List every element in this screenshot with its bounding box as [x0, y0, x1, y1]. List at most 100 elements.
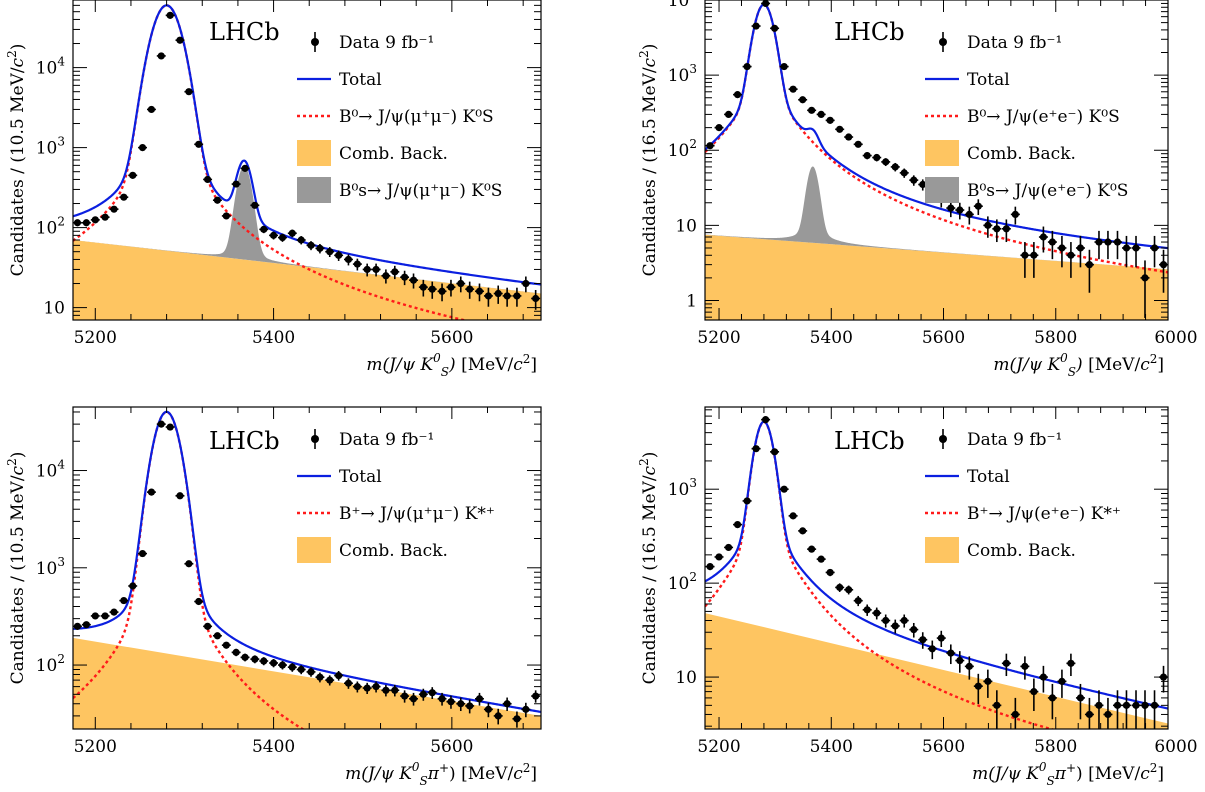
legend-label: Total: [339, 467, 382, 487]
x-tick-label: 5200: [74, 737, 117, 757]
y-axis-title: Candidates / (10.5 MeV/c2): [5, 44, 28, 277]
data-point: [259, 225, 269, 234]
data-point: [269, 231, 279, 240]
data-point: [400, 690, 410, 703]
data-point: [483, 702, 493, 718]
legend-label: B⁰s→ J/ψ(μ⁺μ⁻) K⁰S: [339, 181, 502, 201]
data-point: [521, 276, 531, 293]
legend-label: Comb. Back.: [967, 541, 1076, 561]
comb-background-band: [73, 637, 541, 729]
data-point: [881, 614, 891, 628]
data-point: [296, 236, 306, 245]
data-point: [456, 276, 466, 293]
data-point: [1094, 230, 1104, 260]
data-point: [1010, 206, 1020, 225]
data-point: [1020, 242, 1030, 278]
legend-label: Comb. Back.: [967, 144, 1076, 164]
legend-label: B⁰s→ J/ψ(e⁺e⁻) K⁰S: [967, 181, 1128, 201]
total-curve: [705, 3, 1168, 250]
legend-label: Total: [339, 70, 382, 90]
data-point: [352, 258, 362, 271]
data-point: [1131, 690, 1141, 729]
signal-curve: [705, 3, 1168, 274]
y-tick-label: 1: [686, 291, 697, 311]
data-point: [992, 690, 1002, 729]
data-point: [1150, 235, 1160, 268]
x-axis-title: m(J/ψ K0Sπ+) [MeV/c2]: [345, 760, 537, 788]
data-point: [475, 692, 484, 706]
data-point: [512, 287, 522, 307]
y-tick-label: 10: [43, 299, 65, 319]
y-tick-label: 103: [668, 476, 697, 500]
legend-label: Data 9 fb⁻¹: [967, 430, 1062, 450]
data-point: [493, 708, 503, 725]
data-point: [1159, 665, 1168, 693]
legend-entry-total: Total: [297, 70, 382, 90]
data-point: [955, 651, 965, 673]
data-point: [733, 91, 743, 99]
legend-label: Data 9 fb⁻¹: [339, 33, 434, 53]
signal-curve: [73, 410, 305, 729]
data-point: [788, 512, 798, 520]
data-point: [1094, 690, 1104, 729]
data-point: [343, 254, 353, 266]
data-point: [306, 667, 316, 677]
data-point: [325, 675, 335, 686]
legend-entry-total: Total: [925, 467, 1010, 487]
legend-entry-data: Data 9 fb⁻¹: [311, 429, 434, 450]
y-tick-label: 104: [36, 458, 66, 482]
legend: Data 9 fb⁻¹ Total B⁰→ J/ψ(μ⁺μ⁻) K⁰S Comb. B…: [297, 32, 502, 203]
data-point: [352, 681, 362, 693]
data-point: [315, 672, 325, 683]
data-point: [844, 133, 854, 141]
data-point: [427, 281, 437, 299]
data-point: [81, 621, 91, 629]
data-point: [250, 655, 260, 664]
x-tick-label: 5200: [74, 328, 117, 348]
data-point: [109, 608, 119, 616]
data-point: [807, 545, 817, 553]
data-point: [138, 549, 147, 558]
data-point: [175, 36, 185, 44]
data-point: [983, 216, 993, 238]
legend-entry-signal: B⁰→ J/ψ(e⁺e⁻) K⁰S: [925, 107, 1120, 127]
data-point: [90, 612, 100, 620]
legend-entry-data: Data 9 fb⁻¹: [939, 429, 1062, 450]
chart-panel-4: 5200 5400 5600 5800 6000 10 102 103 Candidates /…: [637, 406, 1198, 788]
y-axis-title: Candidates / (16.5 MeV/c2): [637, 452, 660, 685]
data-point: [816, 555, 826, 563]
data-point: [1103, 230, 1113, 260]
data-point: [742, 62, 752, 71]
x-tick-label: 5600: [922, 328, 965, 348]
data-point: [119, 193, 129, 201]
data-point: [409, 692, 418, 706]
data-point: [742, 497, 752, 505]
legend-entry-comb: Comb. Back.: [297, 537, 448, 563]
data-point: [343, 678, 353, 689]
data-point: [156, 420, 166, 428]
data-point: [231, 180, 241, 188]
data-point: [259, 657, 269, 666]
plot-area: [705, 0, 1168, 320]
data-point: [512, 711, 522, 728]
y-tick-label: 102: [36, 215, 65, 239]
data-point: [899, 614, 909, 628]
legend-label: Comb. Back.: [339, 144, 448, 164]
data-point: [899, 168, 909, 178]
data-point: [175, 492, 185, 500]
plot-area: [73, 410, 541, 729]
data-point: [100, 213, 110, 221]
chart-panel-3: 5200 5400 5600 102 103 104 Candidates / (10.5 …: [5, 406, 542, 788]
data-point: [955, 202, 965, 220]
y-tick-label: 104: [36, 55, 66, 79]
data-point: [1047, 230, 1057, 260]
chart-panel-1: 5200 5400 5600 10 102 103 104 Candidates / (10.…: [5, 0, 542, 379]
data-point: [936, 630, 946, 647]
data-point: [109, 205, 119, 213]
data-point: [362, 682, 372, 694]
data-point: [909, 175, 919, 186]
data-point: [475, 283, 484, 302]
data-point: [835, 583, 845, 592]
data-point: [456, 697, 466, 712]
data-point: [73, 622, 82, 630]
